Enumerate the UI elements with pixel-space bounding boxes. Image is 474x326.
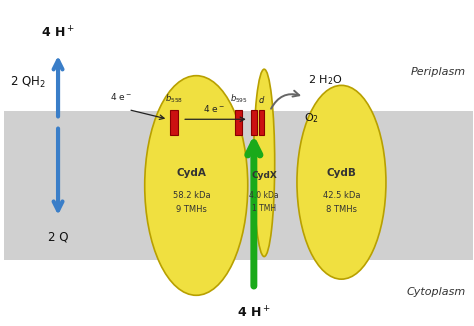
Text: 4 H$^+$: 4 H$^+$ (41, 25, 75, 40)
Text: CydA: CydA (177, 168, 207, 178)
Bar (171, 110, 177, 135)
Ellipse shape (145, 76, 248, 295)
Text: $b_{595}$: $b_{595}$ (230, 92, 247, 105)
Text: 4.0 kDa: 4.0 kDa (249, 191, 279, 200)
Text: $d$: $d$ (258, 94, 265, 105)
Text: CydX: CydX (251, 171, 277, 180)
Text: 1 TMH: 1 TMH (252, 204, 276, 213)
Text: CydB: CydB (327, 168, 356, 178)
Bar (4, 111, 473, 260)
Ellipse shape (254, 69, 275, 257)
Text: 2 H$_2$O: 2 H$_2$O (308, 74, 342, 87)
Text: 8 TMHs: 8 TMHs (326, 205, 357, 214)
Text: Cytoplasm: Cytoplasm (406, 287, 465, 297)
Ellipse shape (297, 85, 386, 279)
Text: 4 H$^+$: 4 H$^+$ (237, 305, 271, 320)
Text: 42.5 kDa: 42.5 kDa (323, 191, 360, 200)
Text: 2 QH$_2$: 2 QH$_2$ (10, 75, 46, 91)
Text: O$_2$: O$_2$ (303, 111, 319, 125)
Text: $b_{558}$: $b_{558}$ (165, 92, 183, 105)
Text: 4 e$^-$: 4 e$^-$ (110, 91, 132, 101)
Bar (251, 110, 256, 135)
Text: 4 e$^-$: 4 e$^-$ (203, 103, 225, 114)
Bar (258, 110, 264, 135)
Text: Periplasm: Periplasm (410, 67, 465, 78)
Text: 9 TMHs: 9 TMHs (176, 205, 207, 214)
Bar (235, 110, 242, 135)
Text: 2 Q: 2 Q (48, 231, 68, 244)
Text: 58.2 kDa: 58.2 kDa (173, 191, 210, 200)
